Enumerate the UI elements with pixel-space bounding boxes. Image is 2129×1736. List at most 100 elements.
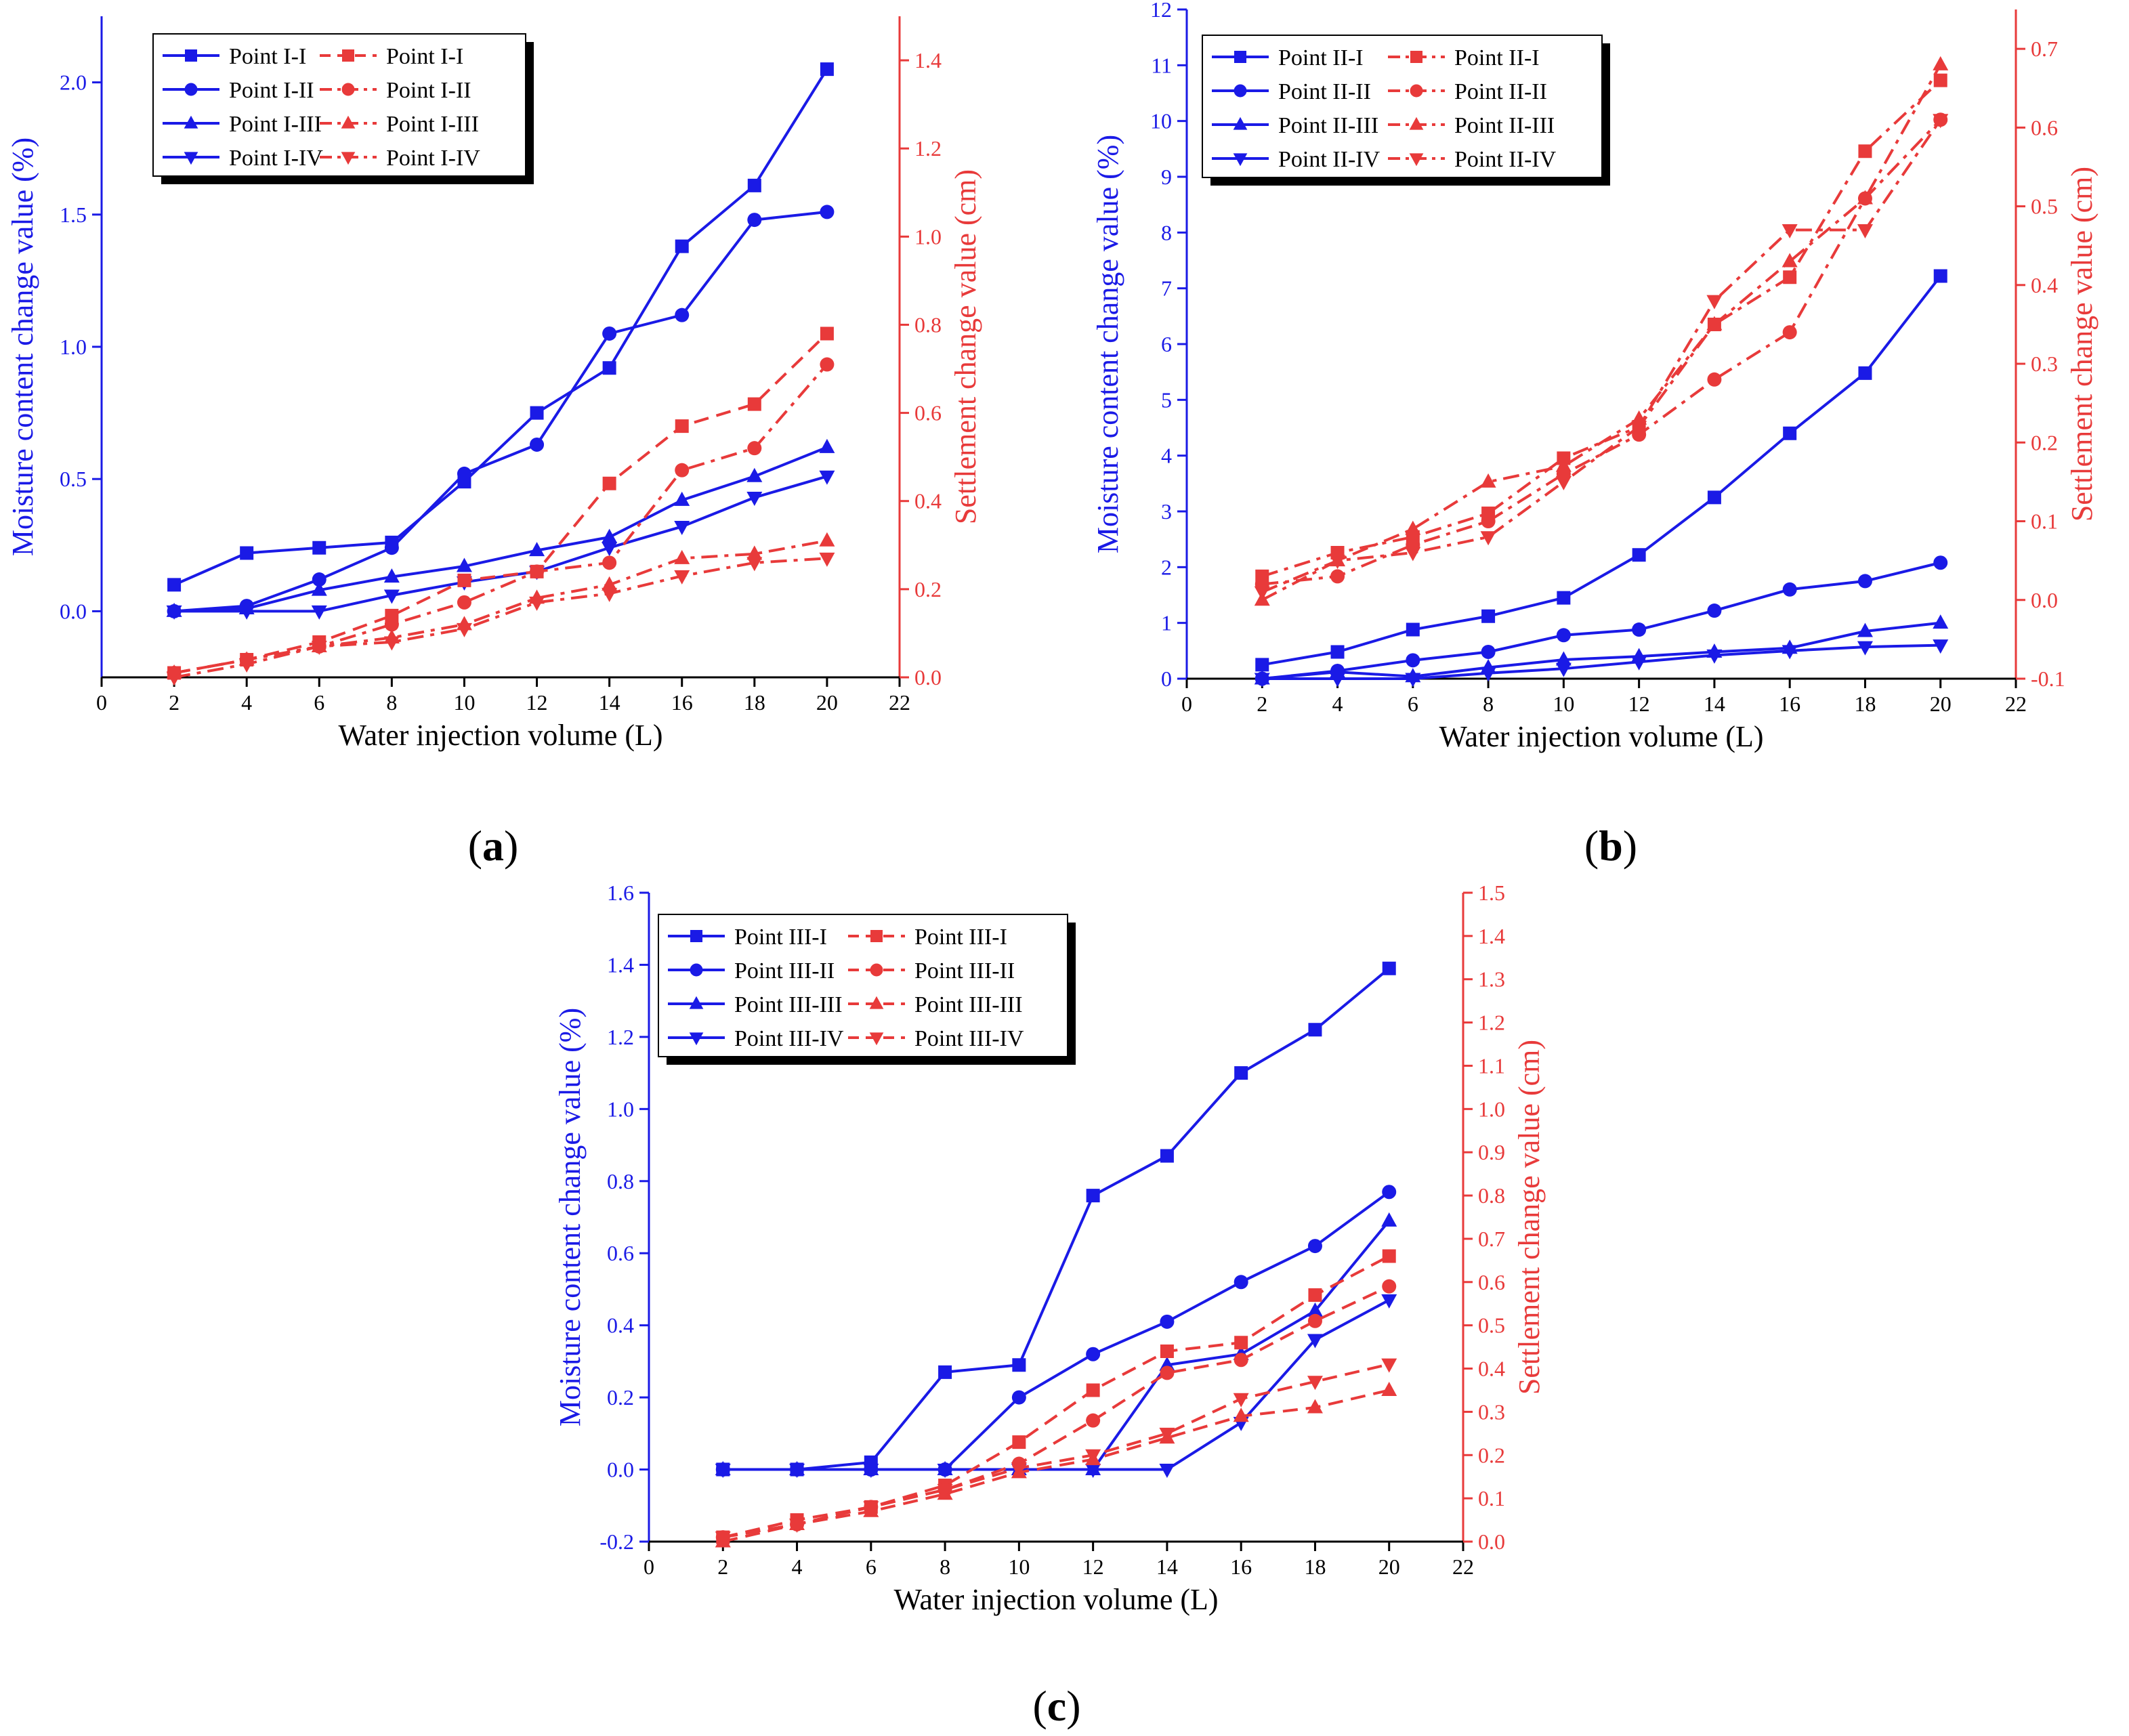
legend-marker bbox=[869, 1032, 884, 1046]
data-point bbox=[311, 640, 327, 655]
x-tick-label: 18 bbox=[1304, 1554, 1326, 1579]
series-line bbox=[723, 1298, 1390, 1471]
y-right-tick-label: 0.4 bbox=[2031, 273, 2058, 297]
y-left-tick-label: 9 bbox=[1161, 165, 1172, 189]
data-point bbox=[1933, 56, 1949, 70]
y-right-tick-label: 0.6 bbox=[914, 401, 942, 425]
legend-label: Point II-III bbox=[1454, 113, 1555, 138]
x-tick-label: 22 bbox=[2005, 692, 2027, 716]
y-left-tick-label: 1.4 bbox=[607, 952, 634, 977]
legend-box bbox=[152, 33, 526, 177]
panel-label: (c) bbox=[1032, 1682, 1080, 1730]
data-point bbox=[863, 1464, 879, 1479]
y-right-axis-title: Settlement change value (cm) bbox=[1513, 1040, 1546, 1395]
data-point bbox=[1857, 574, 1872, 589]
data-point bbox=[746, 467, 763, 482]
legend-label: Point III-II bbox=[734, 958, 835, 983]
data-point bbox=[1011, 1390, 1026, 1405]
y-left-tick-label: 0.6 bbox=[607, 1241, 634, 1265]
y-left-tick-label: 8 bbox=[1161, 220, 1172, 245]
legend-marker bbox=[1410, 51, 1422, 63]
legend-label: Point I-III bbox=[229, 112, 322, 137]
data-point bbox=[312, 572, 326, 587]
series-line bbox=[1261, 275, 1942, 666]
x-tick-label: 16 bbox=[1230, 1554, 1252, 1579]
y-left-tick-label: 10 bbox=[1150, 109, 1172, 133]
series-moisture-4 bbox=[1254, 639, 1949, 687]
x-tick-label: 0 bbox=[96, 690, 107, 715]
y-left-tick-label: 0.0 bbox=[60, 599, 87, 623]
data-point bbox=[1480, 667, 1496, 682]
data-point bbox=[1085, 1464, 1101, 1479]
legend-label: Point I-I bbox=[386, 44, 463, 69]
data-point bbox=[1782, 645, 1798, 660]
legend-marker bbox=[1233, 153, 1248, 167]
data-point bbox=[312, 541, 326, 555]
legend-marker bbox=[341, 152, 356, 165]
data-point bbox=[675, 239, 689, 253]
legend-marker bbox=[1410, 84, 1423, 98]
x-tick-label: 0 bbox=[644, 1554, 654, 1579]
y-right-tick-label: 0.8 bbox=[914, 312, 942, 337]
data-point bbox=[675, 419, 689, 433]
x-tick-label: 4 bbox=[241, 690, 252, 715]
data-point bbox=[1381, 1381, 1397, 1396]
series-settlement-2 bbox=[715, 1279, 1397, 1545]
data-point bbox=[1011, 1462, 1027, 1477]
y-right-tick-label: 0.3 bbox=[1478, 1399, 1505, 1424]
y-right-tick-label: 1.3 bbox=[1478, 967, 1505, 992]
data-point bbox=[602, 587, 618, 602]
data-point bbox=[238, 658, 255, 673]
legend-label: Point I-II bbox=[229, 78, 314, 103]
y-right-tick-label: 1.2 bbox=[914, 136, 942, 161]
x-tick-label: 14 bbox=[599, 690, 620, 715]
x-tick-label: 10 bbox=[453, 690, 475, 715]
data-point bbox=[1382, 1249, 1396, 1263]
data-point bbox=[383, 636, 400, 651]
data-point bbox=[937, 1464, 953, 1479]
series-moisture-3 bbox=[715, 1212, 1397, 1476]
series-settlement-1 bbox=[167, 326, 834, 680]
legend: Point I-I Point I-II Point I-III Point I-IV… bbox=[152, 33, 534, 184]
data-point bbox=[1858, 144, 1872, 158]
y-left-tick-label: 0.2 bbox=[607, 1385, 634, 1410]
series-line bbox=[1261, 119, 1942, 593]
data-point bbox=[457, 595, 471, 610]
data-point bbox=[1381, 1294, 1397, 1309]
x-tick-label: 6 bbox=[866, 1554, 877, 1579]
panel-c: 0 2 4 6 8 10 12 14 16 18 20 22 -0.2 0.0 0.2 0.4 0.6 0.8 1.… bbox=[553, 881, 1546, 1730]
data-point bbox=[1234, 1353, 1248, 1368]
data-point bbox=[1330, 673, 1346, 687]
y-right-tick-label: 0.2 bbox=[2031, 430, 2058, 454]
data-point bbox=[1086, 1413, 1101, 1428]
series-moisture-1 bbox=[167, 62, 834, 592]
series-line bbox=[1261, 64, 1942, 601]
data-point bbox=[530, 437, 545, 452]
data-point bbox=[1308, 1288, 1322, 1302]
data-point bbox=[1933, 269, 1947, 283]
panel-label-close: ) bbox=[1066, 1682, 1080, 1730]
data-point bbox=[1406, 622, 1420, 637]
legend-marker bbox=[1233, 117, 1248, 130]
data-point bbox=[675, 463, 690, 478]
legend-label: Point III-II bbox=[914, 958, 1015, 983]
data-point bbox=[1307, 1376, 1323, 1391]
x-tick-label: 6 bbox=[1408, 692, 1418, 716]
y-right-tick-label: 1.4 bbox=[914, 48, 942, 72]
data-point bbox=[240, 546, 254, 560]
y-right-tick-label: 0.7 bbox=[1478, 1227, 1505, 1251]
data-point bbox=[1481, 514, 1496, 529]
data-point bbox=[1857, 190, 1873, 205]
series-settlement-1 bbox=[716, 1249, 1396, 1544]
x-tick-label: 12 bbox=[1628, 692, 1650, 716]
legend-box bbox=[1202, 35, 1603, 178]
y-left-axis-title: Moisture content change value (%) bbox=[1091, 135, 1124, 553]
y-right-tick-label: 1.4 bbox=[1478, 924, 1505, 948]
data-point bbox=[1307, 1239, 1322, 1254]
y-left-tick-label: 5 bbox=[1161, 387, 1172, 412]
legend-marker bbox=[1409, 117, 1424, 130]
data-point bbox=[1406, 653, 1420, 668]
y-left-tick-label: 0 bbox=[1161, 666, 1172, 691]
data-point bbox=[1307, 1302, 1323, 1317]
data-point bbox=[1632, 622, 1647, 637]
